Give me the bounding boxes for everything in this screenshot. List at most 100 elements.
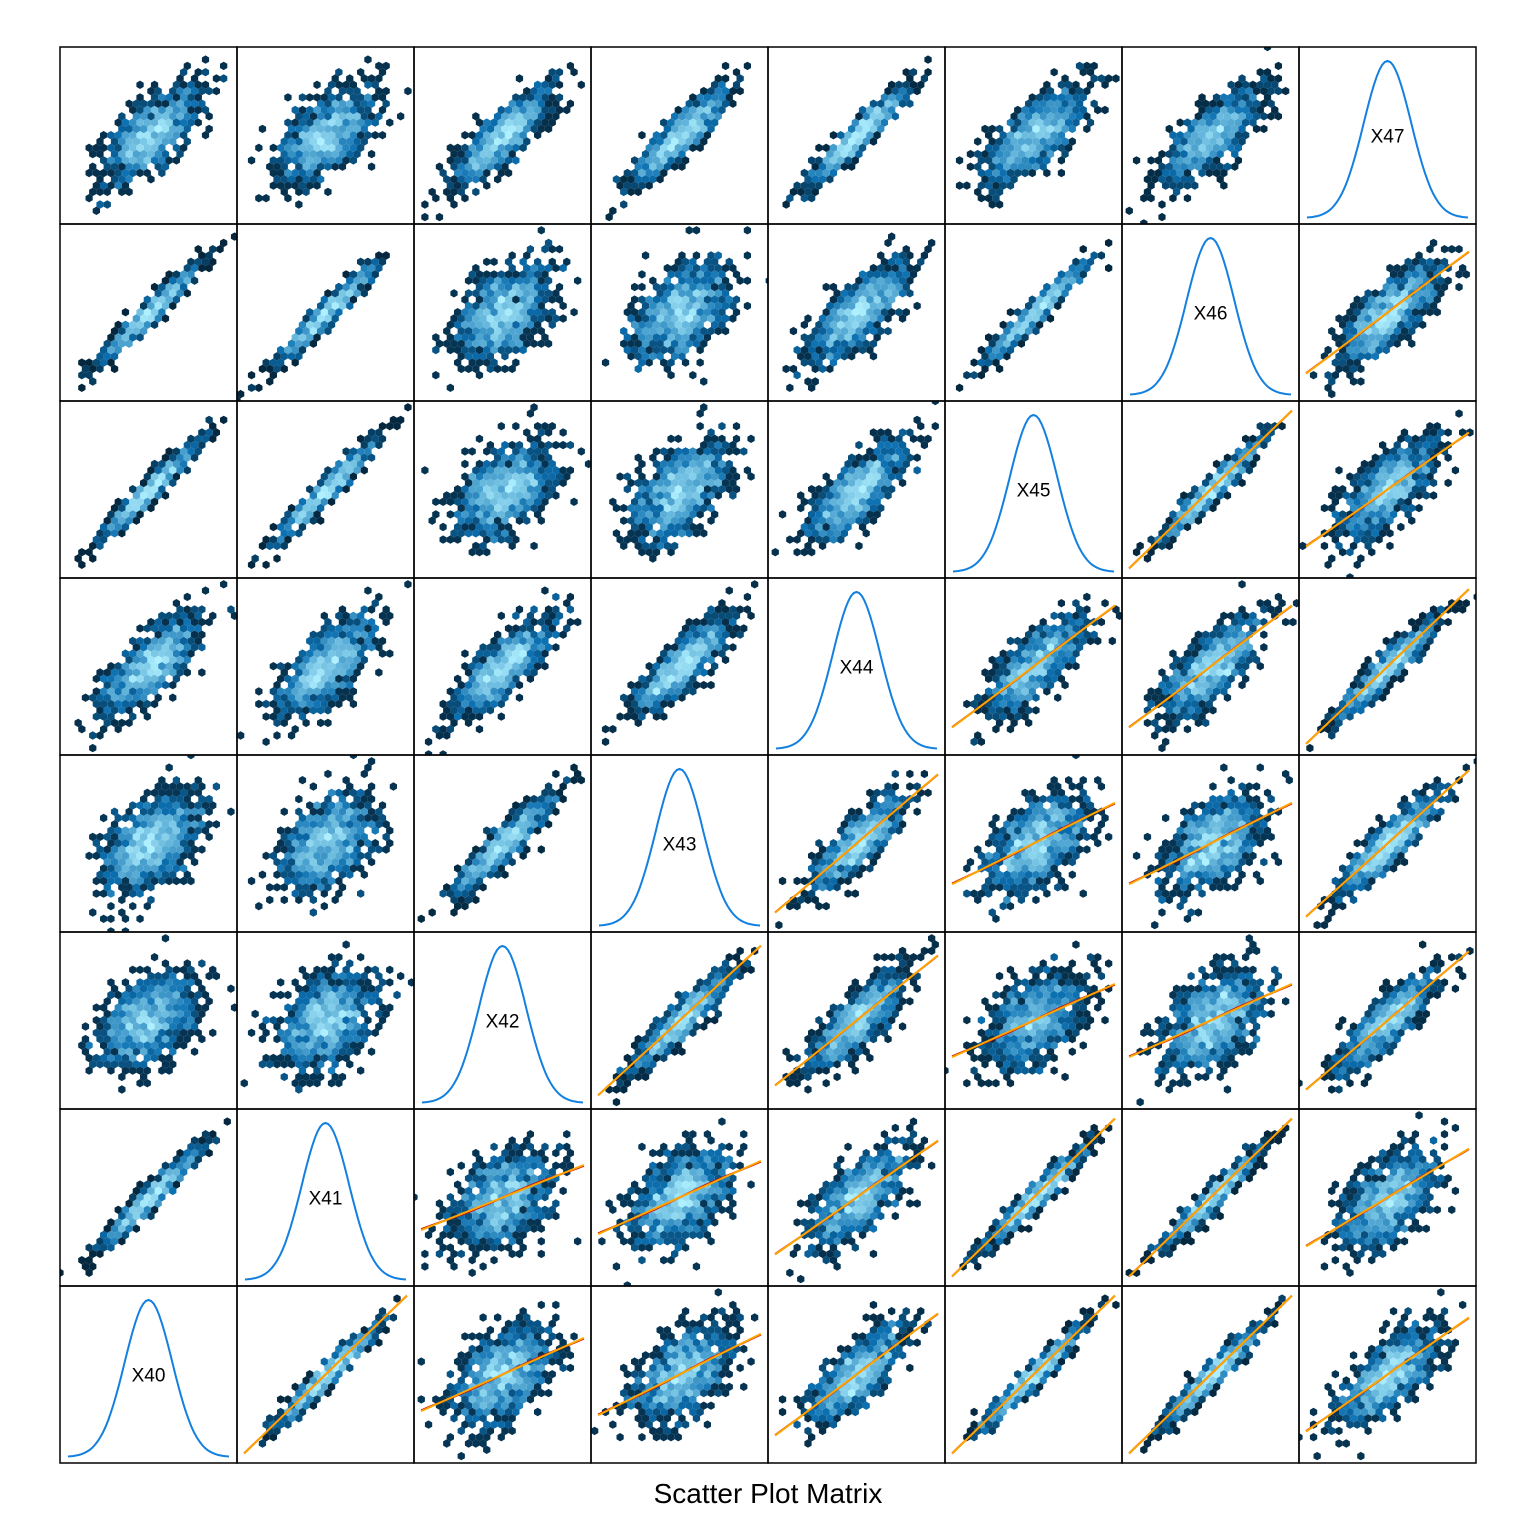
hexbin-cell bbox=[692, 301, 701, 311]
hexbin-cell bbox=[1429, 440, 1438, 450]
hexbin-cell bbox=[298, 345, 307, 355]
hexbin-cell bbox=[851, 118, 859, 127]
hexbin-cell bbox=[324, 807, 332, 816]
hexbin-cell bbox=[663, 529, 671, 538]
hexbin-cell bbox=[100, 131, 108, 140]
hexbin-cell bbox=[140, 326, 148, 336]
hexbin-cell bbox=[454, 308, 462, 317]
hexbin-cell bbox=[1083, 263, 1091, 273]
hexbin-cell bbox=[995, 162, 1004, 171]
hexbin-cell bbox=[866, 270, 874, 279]
hexbin-cell bbox=[829, 295, 838, 304]
hexbin-cell bbox=[183, 668, 191, 677]
hexbin-cell bbox=[1202, 655, 1210, 665]
hexbin-cell bbox=[468, 687, 476, 696]
hexbin-cell bbox=[1057, 662, 1065, 671]
hexbin-cell bbox=[786, 383, 794, 392]
hexbin-cell bbox=[483, 447, 491, 456]
hexbin-cell bbox=[992, 156, 1000, 165]
hexbin-cell bbox=[1223, 124, 1232, 134]
hexbin-cell bbox=[696, 485, 704, 494]
hexbin-cell bbox=[1349, 339, 1358, 348]
hexbin-cell bbox=[1050, 118, 1058, 127]
hexbin-cell bbox=[512, 636, 520, 646]
hexbin-cell bbox=[652, 687, 661, 696]
hexbin-cell bbox=[1379, 693, 1387, 702]
hexbin-cell bbox=[161, 643, 170, 652]
hexbin-cell bbox=[450, 149, 458, 159]
hexbin-cell bbox=[1400, 491, 1409, 500]
hexbin-cell bbox=[1419, 257, 1427, 266]
hexbin-cell bbox=[96, 175, 104, 184]
hexbin-cell bbox=[158, 611, 166, 620]
hexbin-cell bbox=[486, 149, 494, 159]
hexbin-cell bbox=[501, 516, 509, 525]
hexbin-cell bbox=[649, 137, 657, 146]
hexbin-cell bbox=[671, 137, 679, 146]
hexbin-cell bbox=[107, 839, 115, 848]
hexbin-cell bbox=[815, 358, 823, 367]
hexbin-cell bbox=[732, 434, 741, 443]
hexbin-cell bbox=[335, 295, 343, 304]
hexbin-cell bbox=[335, 889, 343, 898]
hexbin-cell bbox=[125, 137, 133, 146]
hexbin-cell bbox=[320, 295, 328, 304]
hexbin-cell bbox=[652, 674, 661, 683]
hexbin-cell bbox=[114, 168, 122, 178]
hexbin-cell bbox=[497, 687, 505, 696]
hexbin-cell bbox=[660, 295, 668, 304]
hexbin-cell bbox=[1194, 149, 1202, 159]
hexbin-cell bbox=[100, 535, 108, 544]
hexbin-cell bbox=[262, 194, 270, 203]
hexbin-cell bbox=[331, 74, 339, 83]
hexbin-cell bbox=[461, 510, 469, 519]
hexbin-cell bbox=[1006, 131, 1015, 140]
hexbin-cell bbox=[1379, 516, 1387, 525]
hexbin-cell bbox=[150, 624, 159, 633]
hexbin-cell bbox=[1360, 510, 1369, 519]
hexbin-cell bbox=[269, 143, 277, 152]
hexbin-cell bbox=[143, 168, 151, 178]
hexbin-cell bbox=[258, 870, 267, 879]
hexbin-cell bbox=[818, 314, 827, 323]
hexbin-cell bbox=[1065, 143, 1073, 152]
hexbin-cell bbox=[1198, 674, 1206, 683]
hexbin-cell bbox=[563, 105, 571, 115]
hexbin-cell bbox=[501, 124, 509, 134]
hexbin-cell bbox=[1079, 245, 1087, 254]
hexbin-cell bbox=[660, 662, 668, 671]
hexbin-cell bbox=[660, 535, 668, 544]
hexbin-cell bbox=[711, 434, 719, 443]
hexbin-cell bbox=[1379, 339, 1387, 348]
hexbin-cell bbox=[1039, 301, 1047, 311]
hexbin-cell bbox=[364, 447, 372, 456]
hexbin-cell bbox=[711, 118, 719, 127]
hexbin-cell bbox=[172, 826, 180, 835]
hexbin-cell bbox=[1339, 548, 1347, 557]
hexbin-cell bbox=[1393, 339, 1401, 348]
hexbin-cell bbox=[457, 326, 465, 336]
hexbin-cell bbox=[692, 314, 701, 323]
hexbin-cell bbox=[150, 497, 159, 506]
hexbin-cell bbox=[497, 611, 505, 620]
hexbin-cell bbox=[1231, 453, 1239, 462]
hexbin-cell bbox=[140, 137, 148, 146]
hexbin-cell bbox=[1032, 99, 1040, 108]
hexbin-cell bbox=[1072, 599, 1080, 608]
hexbin-cell bbox=[1035, 636, 1044, 646]
hexbin-cell bbox=[721, 655, 730, 665]
hexbin-cell bbox=[306, 889, 314, 898]
hexbin-cell bbox=[692, 680, 701, 690]
hexbin-cell bbox=[1415, 263, 1423, 273]
hexbin-cell bbox=[284, 864, 292, 873]
hexbin-cell bbox=[1194, 137, 1202, 146]
hexbin-cell bbox=[309, 314, 317, 323]
hexbin-cell bbox=[1274, 86, 1282, 96]
hexbin-cell bbox=[100, 725, 108, 734]
hexbin-cell bbox=[667, 662, 675, 671]
hexbin-cell bbox=[530, 276, 538, 285]
hexbin-cell bbox=[1231, 630, 1239, 639]
hexbin-cell bbox=[382, 251, 390, 260]
hexbin-cell bbox=[866, 345, 874, 355]
hexbin-cell bbox=[786, 535, 794, 544]
